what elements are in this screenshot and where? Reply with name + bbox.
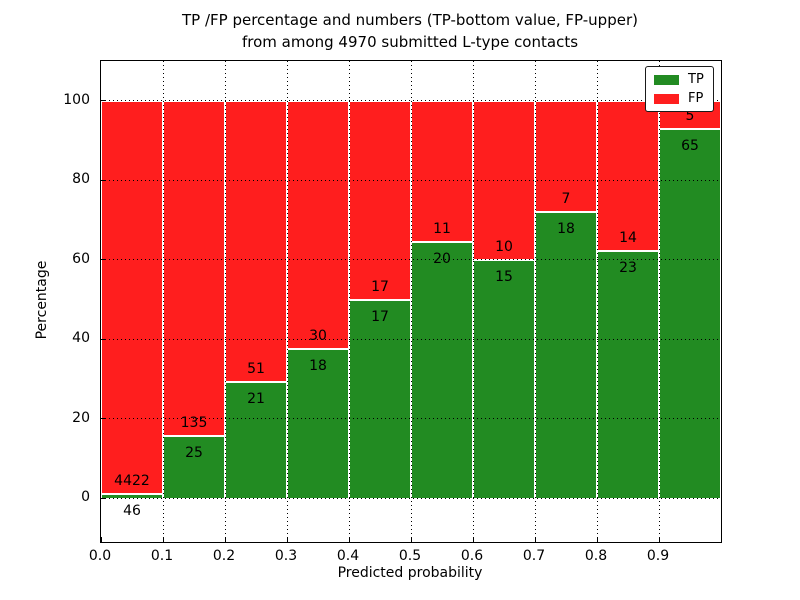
x-axis-label: Predicted probability [337, 565, 483, 581]
vertical-gridline [658, 61, 660, 542]
legend-entry: TP [654, 73, 704, 86]
bar-segment-fp [411, 100, 473, 242]
fp-count-label: 135 [180, 415, 208, 432]
x-axis-tick [720, 537, 722, 542]
y-tick-label: 0 [81, 489, 90, 506]
y-axis-tick [101, 179, 106, 181]
bar-segment-tp [411, 241, 473, 499]
x-tick-label: 0.3 [274, 548, 298, 564]
chart-title-line2: from among 4970 submitted L-type contact… [241, 33, 579, 51]
fp-count-label: 5 [685, 108, 695, 125]
x-tick-label: 0.5 [398, 548, 422, 564]
x-axis-tick [224, 537, 226, 542]
horizontal-gridline [101, 418, 721, 420]
fp-count-label: 14 [619, 230, 637, 247]
x-tick-label: 0.8 [584, 548, 608, 564]
y-tick-label: 60 [72, 250, 90, 267]
x-axis-tick [534, 537, 536, 542]
x-axis-tick [100, 537, 102, 542]
y-axis-tick [101, 418, 106, 420]
bar-segment-fp [163, 100, 225, 437]
fp-count-label: 30 [309, 328, 327, 345]
chart-title-line1: TP /FP percentage and numbers (TP-bottom… [182, 11, 638, 29]
fp-count-label: 7 [561, 191, 571, 208]
y-axis-tick [101, 259, 106, 261]
vertical-gridline [348, 61, 350, 542]
tp-count-label: 65 [681, 138, 699, 155]
horizontal-gridline [101, 497, 721, 499]
bar-segment-tp [163, 436, 225, 499]
x-tick-label: 0.9 [646, 548, 670, 564]
y-tick-label: 80 [72, 171, 90, 188]
legend-entry: FP [654, 92, 704, 105]
bar-segment-fp [597, 100, 659, 252]
legend-entry-label: TP [688, 72, 704, 87]
bar-segment-tp [597, 251, 659, 499]
vertical-gridline [472, 61, 474, 542]
y-axis-label: Percentage [34, 260, 50, 340]
y-axis-tick [101, 497, 106, 499]
legend-tp-swatch-icon [654, 74, 679, 85]
vertical-gridline [162, 61, 164, 542]
horizontal-gridline [101, 179, 721, 181]
plot-area: 46 4422 25 135 21 51 18 30 17 17 20 11 15 10 18 7 23 14 65… [100, 60, 722, 543]
y-tick-label: 100 [63, 91, 90, 108]
x-tick-label: 0.0 [88, 548, 112, 564]
bar-value-labels-layer: 46 4422 25 135 21 51 18 30 17 17 20 11 15 10 18 7 23 14 65… [101, 61, 721, 542]
x-axis-tick [348, 537, 350, 542]
legend: TP FP [645, 66, 714, 112]
bar-segment-tp [287, 349, 349, 499]
y-axis-tick [101, 100, 106, 102]
vertical-gridline [410, 61, 412, 542]
vertical-gridline [224, 61, 226, 542]
x-axis-tick [286, 537, 288, 542]
fp-count-label: 4422 [114, 473, 150, 490]
x-tick-label: 0.4 [336, 548, 360, 564]
tp-count-label: 20 [433, 250, 451, 267]
tp-count-label: 18 [557, 221, 575, 238]
x-tick-label: 0.7 [522, 548, 546, 564]
fp-count-label: 51 [247, 361, 265, 378]
bar-segment-tp [349, 299, 411, 499]
x-tick-label: 0.2 [212, 548, 236, 564]
fp-count-label: 11 [433, 220, 451, 237]
tp-count-label: 17 [371, 308, 389, 325]
x-axis-tick [596, 537, 598, 542]
x-axis-tick [410, 537, 412, 542]
bars-layer [101, 61, 721, 542]
tp-count-label: 25 [185, 445, 203, 462]
tp-count-label: 46 [123, 503, 141, 520]
y-tick-label: 40 [72, 330, 90, 347]
y-tick-label: 20 [72, 409, 90, 426]
tp-count-label: 15 [495, 268, 513, 285]
x-tick-label: 0.1 [150, 548, 174, 564]
horizontal-gridline [101, 259, 721, 261]
bar-segment-tp [659, 129, 721, 499]
horizontal-gridline [101, 338, 721, 340]
bar-segment-fp [287, 100, 349, 350]
vertical-gridline [286, 61, 288, 542]
x-axis-tick [658, 537, 660, 542]
tp-count-label: 18 [309, 358, 327, 375]
x-axis-tick [472, 537, 474, 542]
vertical-gridline [534, 61, 536, 542]
fp-count-label: 17 [371, 278, 389, 295]
chart-title: TP /FP percentage and numbers (TP-bottom… [100, 9, 720, 53]
tp-count-label: 23 [619, 260, 637, 277]
y-axis-tick [101, 338, 106, 340]
x-axis-tick [162, 537, 164, 542]
fp-count-label: 10 [495, 238, 513, 255]
legend-fp-swatch-icon [654, 93, 679, 104]
legend-entry-label: FP [688, 91, 704, 106]
axis-ticks-layer [100, 61, 722, 542]
bar-segment-fp [101, 100, 163, 495]
gridlines-layer [101, 61, 721, 542]
x-tick-label: 0.6 [460, 548, 484, 564]
horizontal-gridline [101, 100, 721, 102]
vertical-gridline [596, 61, 598, 542]
tp-count-label: 21 [247, 391, 265, 408]
